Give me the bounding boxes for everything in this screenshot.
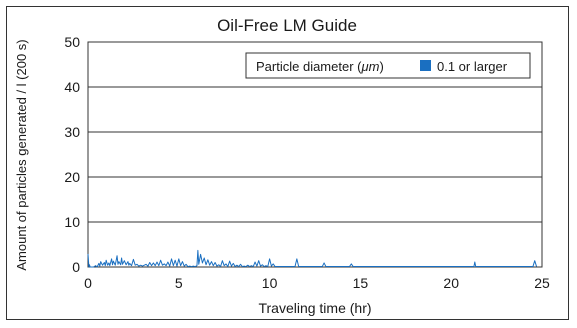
series-line [87,249,538,268]
x-tick-label: 10 [262,275,278,291]
y-tick-labels: 0 10 20 30 40 50 [64,34,80,275]
x-axis-label: Traveling time (hr) [258,300,371,316]
x-tick-label: 25 [534,275,550,291]
y-tick-label: 10 [64,214,80,230]
legend: Particle diameter (μm) 0.1 or larger [245,52,531,79]
y-tick-label: 30 [64,124,80,140]
y-tick-label: 20 [64,169,80,185]
legend-swatch [420,60,431,71]
x-tick-label: 15 [353,275,369,291]
y-axis-label: Amount of particles generated / l (200 s… [14,39,29,270]
y-gridlines [88,86,542,223]
x-tick-labels: 0 5 10 15 20 25 [84,275,550,291]
y-tick-label: 0 [72,259,80,275]
legend-title: Particle diameter (μm) [256,59,384,74]
chart-title: Oil-Free LM Guide [217,16,357,35]
series-layer [87,249,538,268]
legend-box [245,52,531,79]
x-tick-label: 5 [175,275,183,291]
x-tick-label: 20 [443,275,459,291]
y-tick-label: 50 [64,34,80,50]
y-tick-label: 40 [64,79,80,95]
x-tick-label: 0 [84,275,92,291]
legend-series-label: 0.1 or larger [437,59,508,74]
